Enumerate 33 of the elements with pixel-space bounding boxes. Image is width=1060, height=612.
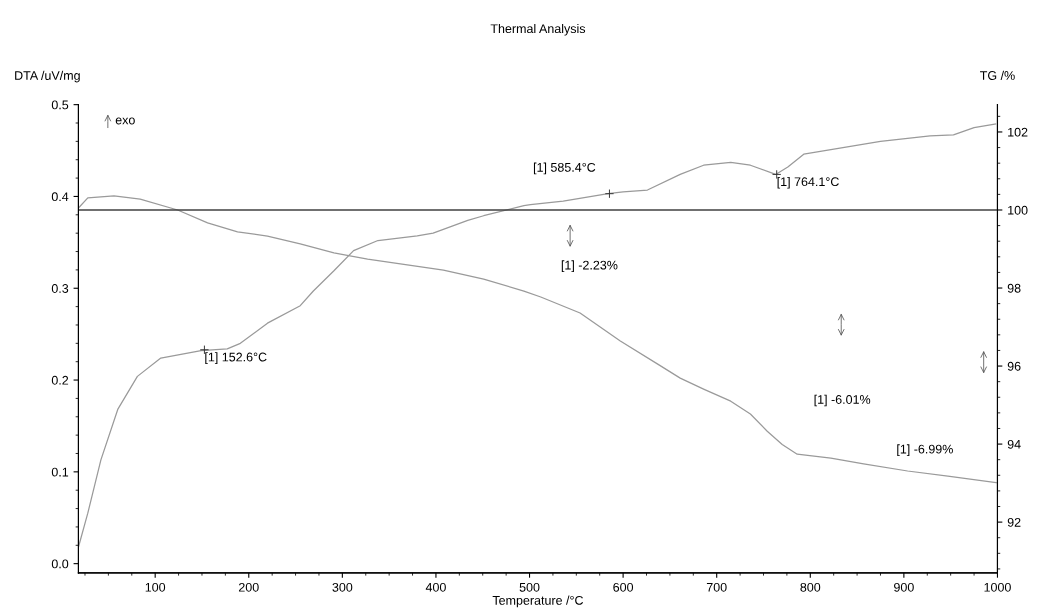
y-tick-label: 0.4 bbox=[51, 192, 69, 202]
y-tick-label: 0.3 bbox=[51, 284, 69, 293]
x-tick-label: 300 bbox=[332, 582, 353, 592]
chart-title: Thermal Analysis bbox=[490, 23, 586, 36]
x-tick-label: 200 bbox=[238, 582, 259, 592]
x-tick-label: 800 bbox=[800, 582, 821, 592]
x-tick-label: 500 bbox=[519, 582, 540, 592]
y2-tick-label: 102 bbox=[1008, 127, 1028, 137]
y-tick-label: 0.2 bbox=[51, 375, 69, 385]
y2-axis-title: TG /% bbox=[980, 70, 1015, 80]
y-axis-title: DTA /uV/mg bbox=[15, 70, 80, 83]
x-tick-label: 100 bbox=[145, 582, 166, 592]
y-tick-label: 0.0 bbox=[51, 559, 69, 569]
y2-tick-label: 100 bbox=[1008, 205, 1028, 215]
annotation: [1] 152.6°C bbox=[205, 352, 267, 364]
y-tick-label: 0.1 bbox=[51, 467, 69, 477]
x-tick-label: 600 bbox=[613, 582, 634, 592]
y2-tick-label: 94 bbox=[1007, 439, 1021, 449]
x-tick-label: 400 bbox=[425, 582, 446, 592]
annotation: [1] 585.4°C bbox=[533, 162, 596, 175]
y2-tick-label: 92 bbox=[1007, 517, 1021, 527]
y2-tick-label: 96 bbox=[1007, 361, 1021, 371]
x-tick-label: 1000 bbox=[984, 582, 1011, 592]
annotation: [1] -6.01% bbox=[814, 394, 871, 407]
x-tick-label: 700 bbox=[706, 582, 727, 592]
x-tick-label: 900 bbox=[894, 582, 914, 592]
annotation: [1] -2.23% bbox=[561, 260, 618, 272]
annotation: exo bbox=[115, 117, 135, 125]
annotation: [1] 764.1°C bbox=[777, 176, 839, 189]
y-tick-label: 0.5 bbox=[51, 100, 69, 110]
y2-tick-label: 98 bbox=[1007, 283, 1021, 293]
x-axis-title: Temperature /°C bbox=[492, 595, 584, 608]
annotation: [1] -6.99% bbox=[897, 444, 953, 456]
